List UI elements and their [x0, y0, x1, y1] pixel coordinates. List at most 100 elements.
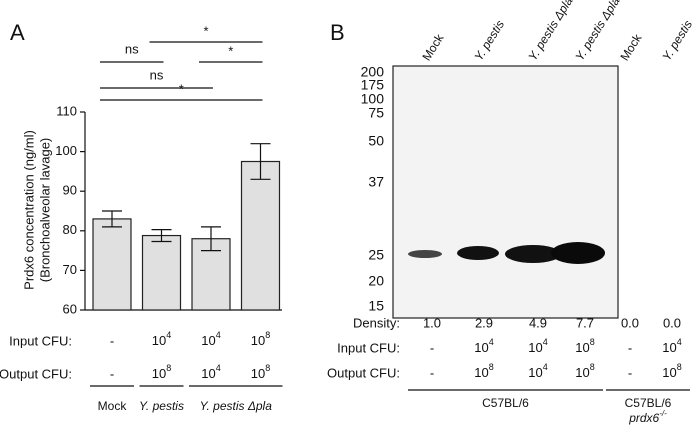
- y-tick-label: 100: [55, 143, 77, 158]
- cell-base: 10: [251, 366, 265, 381]
- group-label: C57BL/6: [482, 396, 529, 410]
- y-tick-label: 90: [63, 183, 77, 198]
- lane-label: Y. pestis: [659, 18, 695, 64]
- lane-label: Mock: [617, 31, 645, 64]
- band: [551, 242, 605, 264]
- group-label: Y. pestis: [139, 399, 184, 413]
- comparison-label: *: [203, 23, 208, 38]
- table-cell: 108: [251, 330, 270, 348]
- band: [505, 245, 561, 263]
- sublabel-text: prdx6: [628, 411, 659, 425]
- cell-exponent: 4: [543, 362, 548, 372]
- y-tick-label: 70: [63, 262, 77, 277]
- cell-base: 10: [474, 340, 488, 355]
- error-bar: [250, 143, 271, 180]
- table-cell: 104: [201, 363, 220, 381]
- marker-label: 175: [361, 77, 385, 93]
- table-cell: 104: [662, 337, 681, 355]
- cell-exponent: 4: [543, 337, 548, 347]
- table-cell: -: [628, 340, 632, 355]
- table-cell: 108: [662, 362, 681, 380]
- row-label: Input CFU:: [9, 333, 72, 348]
- cell-base: 10: [662, 365, 676, 380]
- group-label: C57BL/6: [625, 396, 672, 410]
- table-cell: 108: [251, 363, 270, 381]
- bar: [240, 160, 281, 311]
- lane-label: Y. pestis Δpla: [525, 0, 575, 63]
- error-bar: [151, 229, 172, 243]
- cell-base: 10: [662, 340, 676, 355]
- row-label: Output CFU:: [327, 365, 400, 380]
- marker-label: 25: [368, 247, 384, 263]
- table-cell: 108: [575, 362, 594, 380]
- marker-label: 37: [368, 174, 384, 190]
- error-bar: [102, 210, 122, 228]
- table-cell: 1.0: [423, 315, 441, 330]
- marker-label: 20: [368, 273, 384, 289]
- table-cell: 7.7: [576, 315, 594, 330]
- cell-exponent: 8: [265, 363, 270, 373]
- comparison-label: ns: [150, 67, 164, 82]
- cell-exponent: 4: [216, 363, 221, 373]
- table-cell: -: [628, 365, 632, 380]
- row-label: Density:: [353, 315, 400, 330]
- table-cell: 104: [528, 337, 547, 355]
- cell-exponent: 4: [216, 330, 221, 340]
- row-label: Output CFU:: [0, 366, 72, 381]
- table-cell: 2.9: [475, 315, 493, 330]
- group-sublabel: prdx6-/-: [628, 409, 667, 425]
- y-tick-label: 60: [63, 301, 77, 316]
- cell-base: 10: [201, 366, 215, 381]
- table-cell: -: [430, 365, 434, 380]
- y-axis-label: (Bronchoalveolar lavage): [37, 138, 52, 283]
- table-cell: 4.9: [529, 315, 547, 330]
- band: [408, 250, 442, 258]
- comparison-label: ns: [125, 41, 139, 56]
- cell-base: 10: [575, 365, 589, 380]
- y-tick-label: 80: [63, 222, 77, 237]
- group-label: Y. pestis Δpla: [200, 399, 273, 413]
- sublabel-sup: -/-: [659, 409, 667, 418]
- marker-label: 200: [361, 64, 385, 80]
- table-cell: 104: [528, 362, 547, 380]
- cell-base: 10: [152, 366, 166, 381]
- table-cell: 0.0: [621, 315, 639, 330]
- cell-base: 10: [528, 340, 542, 355]
- y-tick-label: 110: [56, 103, 77, 118]
- y-axis-label: Prdx6 concentration (ng/ml): [21, 130, 36, 290]
- marker-label: 50: [368, 133, 384, 149]
- cell-base: 10: [575, 340, 589, 355]
- group-label: Mock: [98, 399, 128, 413]
- cell-exponent: 4: [677, 337, 682, 347]
- band: [457, 246, 499, 260]
- panel-label: A: [10, 20, 25, 45]
- cell-exponent: 8: [265, 330, 270, 340]
- table-cell: 108: [575, 337, 594, 355]
- bar: [141, 234, 182, 311]
- comparison-label: *: [179, 81, 184, 96]
- cell-exponent: 4: [489, 337, 494, 347]
- comparison-label: *: [228, 43, 233, 58]
- table-cell: 104: [474, 337, 493, 355]
- marker-label: 75: [368, 105, 384, 121]
- blot-image: [392, 65, 619, 319]
- lane-label: Y. pestis Δpla: [572, 0, 622, 63]
- lane-label: Mock: [419, 31, 447, 64]
- error-bar: [201, 226, 221, 252]
- cell-base: 10: [528, 365, 542, 380]
- table-cell: 104: [152, 330, 171, 348]
- table-cell: 104: [201, 330, 220, 348]
- table-cell: -: [110, 366, 114, 381]
- lane-label: Y. pestis: [471, 18, 507, 64]
- marker-label: 100: [361, 91, 385, 107]
- cell-exponent: 8: [590, 362, 595, 372]
- table-cell: 108: [152, 363, 171, 381]
- cell-exponent: 8: [489, 362, 494, 372]
- table-cell: 0.0: [663, 315, 681, 330]
- cell-base: 10: [474, 365, 488, 380]
- row-label: Input CFU:: [337, 340, 400, 355]
- cell-exponent: 8: [166, 363, 171, 373]
- cell-exponent: 8: [677, 362, 682, 372]
- table-cell: 108: [474, 362, 493, 380]
